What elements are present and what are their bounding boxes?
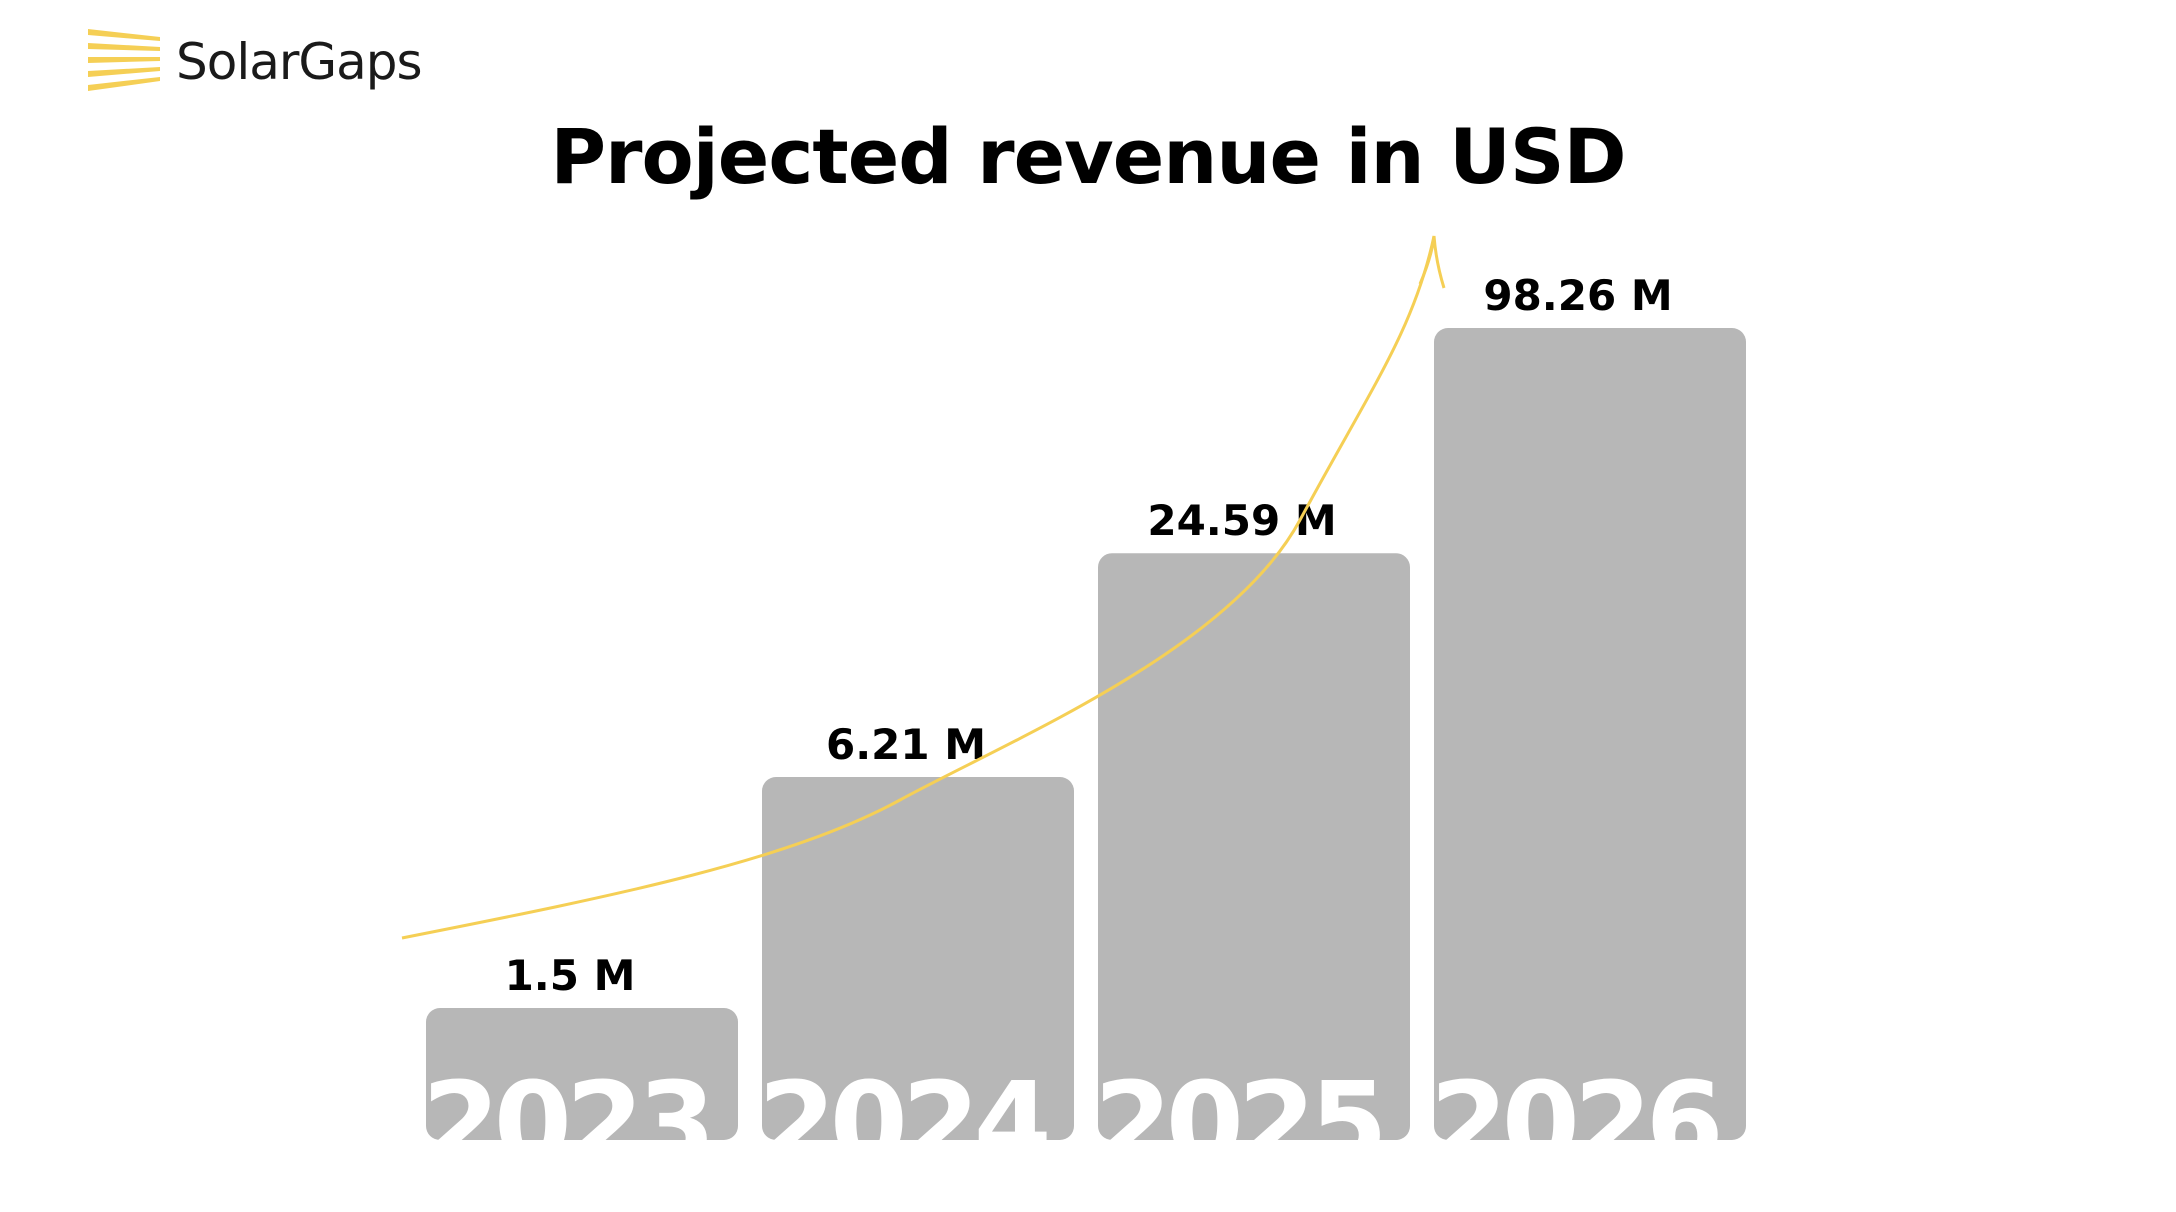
bar-2023 [426,1008,738,1140]
title-part-after: in USD [1345,112,1626,201]
bar-2026 [1434,328,1746,1140]
brand-logo: SolarGaps [86,22,423,102]
category-label-2024: 2024 [758,1059,1047,1189]
value-label-2024: 6.21 M [826,720,986,769]
page-title: Projected revenue in USD [0,112,2176,201]
title-highlight-word: revenue [977,112,1321,201]
value-label-2025: 24.59 M [1147,496,1336,545]
category-label-2025: 2025 [1094,1059,1382,1189]
value-label-2026: 98.26 M [1483,271,1672,320]
bar-2024 [762,777,1074,1140]
title-highlight: revenue [973,112,1324,201]
trend-arrow-head [1418,235,1446,289]
trend-arrow-line [401,235,1436,940]
title-part-before: Projected [550,112,952,201]
bar-2025 [1098,553,1410,1140]
category-label-2023: 2023 [422,1059,710,1189]
category-label-2026: 2026 [1430,1059,1718,1189]
value-label-2023: 1.5 M [505,951,636,1000]
brand-name: SolarGaps [176,33,423,91]
sun-rays-icon [88,29,160,91]
